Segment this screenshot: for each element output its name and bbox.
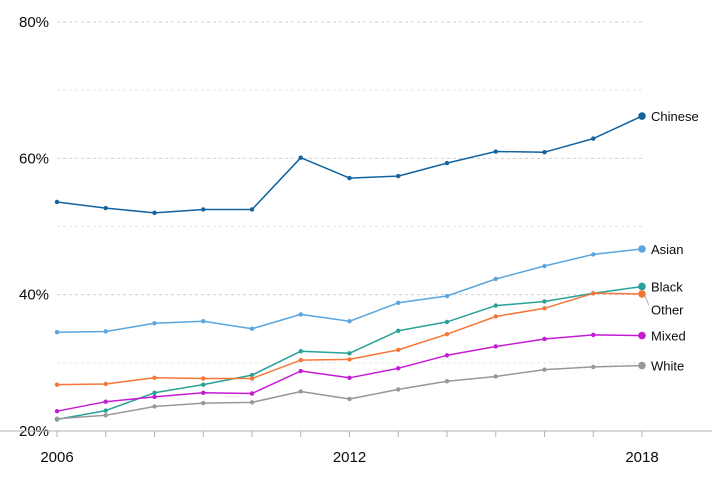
data-point-chinese: [103, 205, 108, 211]
series-label-black: Black: [651, 279, 683, 294]
series-line-other: [56, 292, 643, 386]
data-point-black: [201, 382, 206, 387]
data-point-other: [201, 376, 206, 381]
series-label-other: Other: [651, 302, 684, 317]
data-point-asian: [249, 326, 255, 331]
data-point-asian: [54, 329, 60, 335]
data-point-white: [493, 374, 498, 379]
data-point-mixed: [396, 366, 401, 371]
data-point-asian: [396, 300, 401, 306]
data-point-white: [591, 364, 596, 370]
data-point-asian: [347, 319, 352, 324]
data-point-chinese: [152, 210, 157, 216]
series-label-asian: Asian: [651, 242, 684, 257]
data-point-mixed: [591, 332, 596, 338]
x-tick-label: 2012: [333, 449, 366, 466]
data-point-white: [444, 379, 450, 384]
data-point-chinese: [591, 136, 596, 141]
data-point-white: [638, 361, 646, 370]
data-point-other: [347, 357, 352, 362]
data-point-chinese: [298, 155, 303, 160]
y-tick-label: 60%: [19, 150, 49, 167]
data-point-white: [103, 413, 108, 418]
data-point-asian: [638, 245, 646, 253]
data-point-black: [396, 328, 401, 333]
data-point-chinese: [201, 207, 206, 212]
data-point-chinese: [444, 160, 450, 166]
data-point-mixed: [542, 336, 547, 342]
data-point-mixed: [638, 331, 646, 340]
data-point-chinese: [493, 149, 498, 154]
data-point-asian: [201, 319, 206, 324]
data-point-other: [493, 314, 498, 319]
data-point-asian: [103, 329, 108, 334]
data-point-mixed: [54, 409, 60, 414]
axes: 20%40%60%80%2006 2012 2018: [0, 14, 712, 466]
data-point-mixed: [103, 399, 108, 404]
data-point-other: [152, 375, 157, 381]
data-point-white: [396, 387, 401, 392]
data-point-asian: [493, 276, 498, 282]
series-label-mixed: Mixed: [651, 329, 686, 344]
data-point-other: [638, 290, 646, 298]
data-point-white: [152, 404, 157, 409]
data-point-black: [493, 303, 498, 308]
data-point-chinese: [249, 207, 255, 212]
y-tick-label: 40%: [19, 287, 49, 304]
data-point-chinese: [396, 173, 401, 179]
data-point-white: [201, 400, 206, 406]
series-line-chinese: [56, 115, 643, 214]
data-point-black: [103, 408, 108, 413]
data-point-black: [638, 282, 646, 291]
data-point-black: [249, 372, 255, 378]
data-point-mixed: [152, 394, 157, 400]
data-point-other: [444, 332, 450, 337]
data-point-black: [298, 349, 303, 354]
data-point-black: [347, 351, 352, 356]
data-point-mixed: [249, 391, 255, 396]
data-point-other: [249, 376, 255, 381]
data-point-other: [591, 291, 596, 296]
x-tick-label: 2018: [625, 449, 658, 466]
data-point-mixed: [347, 375, 352, 381]
data-point-asian: [298, 312, 303, 317]
data-point-white: [542, 367, 547, 372]
series: [54, 112, 646, 422]
data-point-chinese: [638, 112, 646, 120]
data-point-white: [54, 416, 60, 421]
data-point-chinese: [347, 175, 352, 181]
data-point-asian: [591, 252, 596, 257]
data-point-white: [249, 400, 255, 405]
data-point-white: [298, 389, 303, 394]
series-line-white: [56, 364, 643, 420]
data-point-black: [444, 319, 450, 325]
data-point-mixed: [298, 368, 303, 374]
data-point-asian: [152, 321, 157, 326]
data-point-chinese: [54, 199, 60, 205]
data-point-mixed: [493, 344, 498, 349]
data-point-other: [542, 306, 547, 311]
data-point-black: [542, 299, 547, 304]
series-label-white: White: [651, 359, 684, 374]
series-labels: Chinese Asian Black Other Mixed White: [644, 109, 699, 374]
label-leader-line: [644, 295, 650, 306]
data-point-other: [396, 347, 401, 353]
data-point-asian: [542, 263, 547, 269]
grid: [57, 21, 642, 364]
data-point-asian: [444, 293, 450, 299]
data-point-other: [298, 357, 303, 363]
data-point-white: [347, 396, 352, 402]
data-point-other: [103, 381, 108, 387]
x-tick-label: 2006: [40, 449, 73, 466]
data-point-black: [152, 390, 157, 396]
series-label-chinese: Chinese: [651, 109, 699, 124]
y-tick-label: 80%: [19, 14, 49, 31]
data-point-mixed: [444, 353, 450, 358]
data-point-other: [54, 382, 60, 387]
data-point-chinese: [542, 149, 547, 155]
data-point-mixed: [201, 390, 206, 396]
